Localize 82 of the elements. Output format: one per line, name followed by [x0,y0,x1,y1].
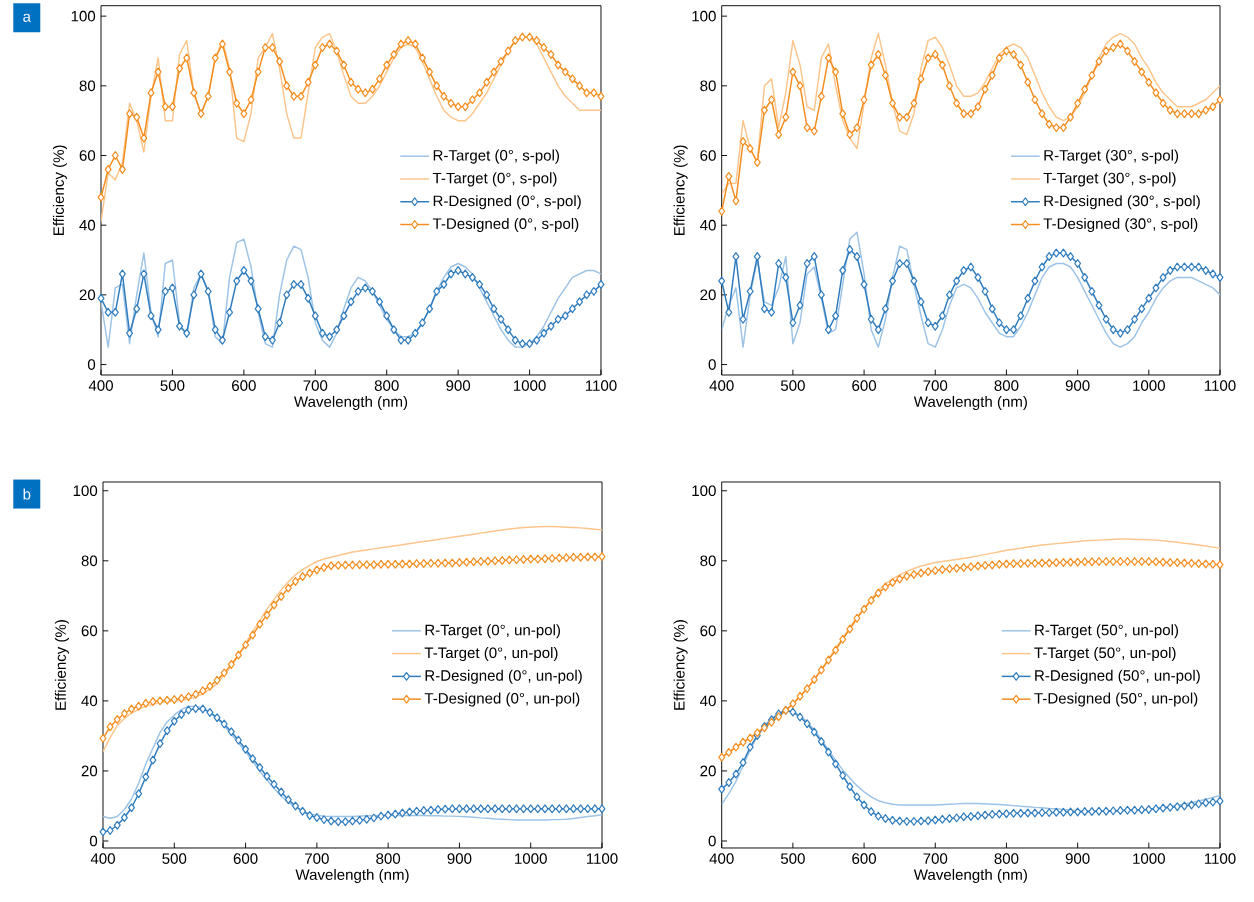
x-tick-label: 1100 [586,853,618,864]
x-tick-label: 400 [709,380,734,391]
x-tick-label: 1100 [1204,853,1236,864]
x-axis-title: Wavelength (nm) [913,395,1027,410]
x-tick-label: 500 [780,380,805,391]
y-tick-label: 40 [81,695,98,707]
y-tick-label: 100 [73,485,98,497]
x-tick-label: 700 [303,380,328,391]
y-tick-label: 20 [79,289,96,301]
x-axis-title: Wavelength (nm) [293,395,408,410]
y-tick-label: 60 [700,150,716,161]
y-tick-label: 100 [692,10,716,22]
x-tick-label: 500 [780,853,805,864]
y-tick-label: 40 [700,695,716,707]
legend-label: T-Designed (50°, un-pol) [1034,692,1198,707]
y-tick-label: 0 [87,359,96,370]
text: b [23,488,31,500]
y-tick-label: 100 [692,485,716,497]
y-tick-label: 40 [700,219,716,231]
y-axis-title: Efficiency (%) [673,145,688,236]
x-tick-label: 700 [923,380,948,391]
y-tick-label: 0 [89,835,98,847]
y-tick-label: 80 [79,80,96,92]
legend-label: T-Designed (0°, un-pol) [424,692,580,707]
x-tick-label: 800 [376,853,401,864]
y-tick-label: 40 [79,219,96,231]
x-tick-label: 600 [852,380,877,391]
y-axis-title: Efficiency (%) [673,620,688,710]
legend-label: T-Designed (0°, s-pol) [432,217,579,232]
y-axis-title: Efficiency (%) [52,145,67,236]
x-tick-label: 1100 [1204,380,1236,391]
x-tick-label: 800 [994,380,1019,391]
y-axis-title: Efficiency (%) [54,620,69,710]
y-tick-label: 80 [700,555,716,567]
x-tick-label: 600 [232,380,256,391]
legend-label: R-Target (0°, un-pol) [425,624,561,639]
y-tick-label: 0 [708,359,716,370]
legend-label: R-Target (0°, s-pol) [433,149,559,164]
legend-label: R-Target (50°, un-pol) [1035,624,1179,639]
legend-label: T-Target (30°, s-pol) [1043,172,1176,187]
x-tick-label: 500 [160,380,185,391]
y-tick-label: 100 [71,10,96,22]
y-tick-label: 80 [700,80,716,92]
y-tick-label: 20 [700,765,716,777]
x-tick-label: 1000 [513,380,546,391]
legend-label: R-Target (30°, s-pol) [1044,149,1179,164]
x-tick-label: 700 [923,853,948,864]
x-tick-label: 400 [90,853,115,864]
y-tick-label: 80 [81,555,98,567]
text: a [23,13,31,22]
legend-label: T-Designed (30°, s-pol) [1043,217,1198,232]
legend-label: T-Target (50°, un-pol) [1034,647,1176,662]
legend-label: R-Designed (0°, un-pol) [425,669,582,684]
y-tick-label: 60 [81,625,98,637]
legend-label: R-Designed (0°, s-pol) [433,195,581,210]
x-tick-label: 900 [447,853,472,864]
x-axis-title: Wavelength (nm) [295,868,409,883]
x-tick-label: 600 [852,853,877,864]
x-tick-label: 1000 [1133,853,1165,864]
x-tick-label: 1100 [585,380,617,391]
x-tick-label: 500 [162,853,187,864]
y-tick-label: 60 [700,625,716,637]
legend-label: R-Designed (50°, un-pol) [1035,669,1200,684]
legend-label: R-Designed (30°, s-pol) [1044,195,1200,210]
y-tick-label: 20 [81,765,98,777]
legend-label: T-Target (0°, un-pol) [424,647,558,662]
x-tick-label: 400 [709,853,734,864]
x-tick-label: 600 [233,853,258,864]
x-axis-title: Wavelength (nm) [913,868,1027,883]
x-tick-label: 800 [994,853,1019,864]
y-tick-label: 20 [700,289,716,301]
x-tick-label: 900 [446,380,471,391]
x-tick-label: 800 [374,380,399,391]
y-tick-label: 0 [708,835,716,847]
x-tick-label: 1000 [1133,380,1165,391]
x-tick-label: 700 [305,853,329,864]
x-tick-label: 400 [88,380,113,391]
x-tick-label: 900 [1065,380,1090,391]
legend-label: T-Target (0°, s-pol) [432,172,557,187]
x-tick-label: 1000 [515,853,547,864]
y-tick-label: 60 [79,150,96,161]
x-tick-label: 900 [1065,853,1090,864]
